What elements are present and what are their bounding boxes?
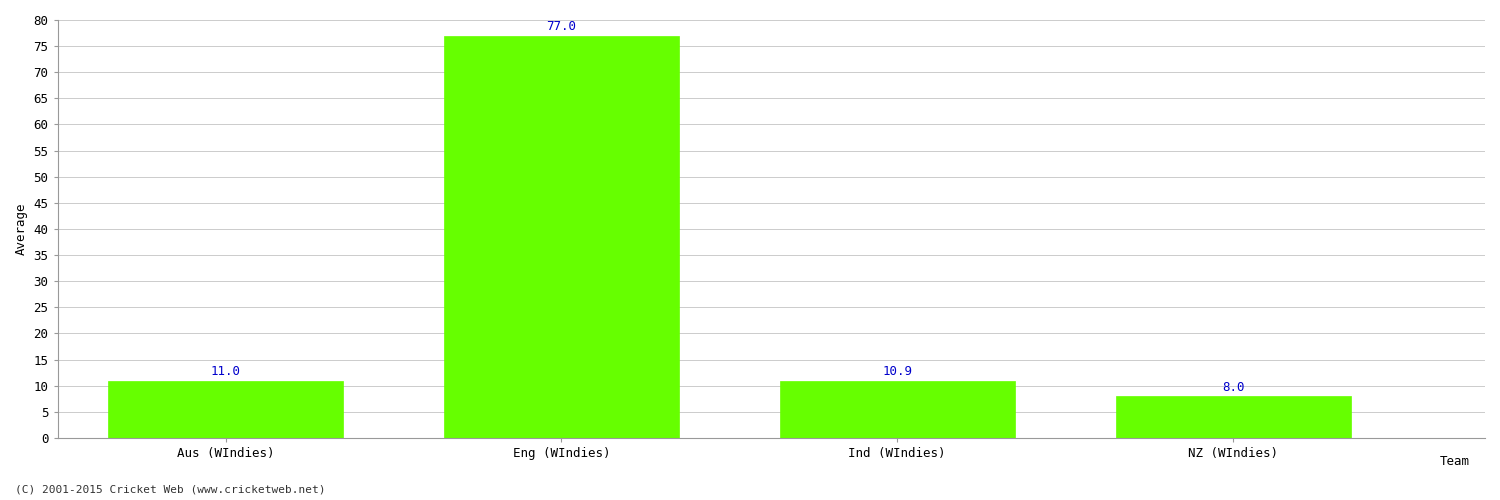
Text: Team: Team [1440,455,1470,468]
Text: (C) 2001-2015 Cricket Web (www.cricketweb.net): (C) 2001-2015 Cricket Web (www.cricketwe… [15,485,326,495]
Text: 8.0: 8.0 [1222,380,1245,394]
Text: 10.9: 10.9 [882,366,912,378]
Bar [444,36,680,438]
Bar [108,380,344,438]
Text: 77.0: 77.0 [546,20,576,33]
Bar [1116,396,1350,438]
Text: 11.0: 11.0 [210,365,240,378]
Bar [780,381,1016,438]
Y-axis label: Average: Average [15,202,28,255]
